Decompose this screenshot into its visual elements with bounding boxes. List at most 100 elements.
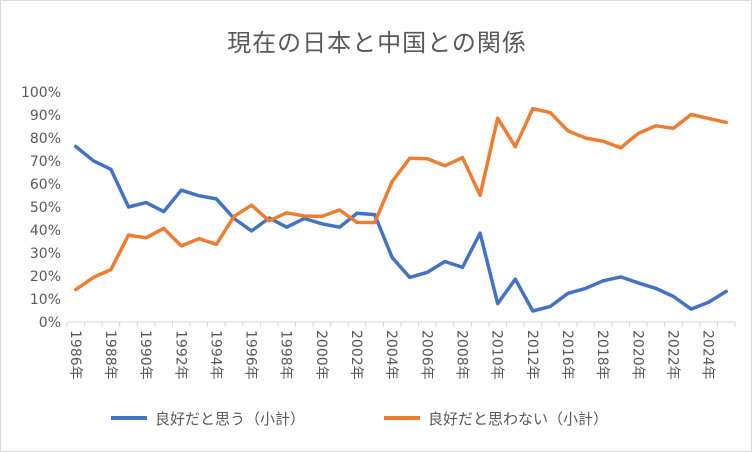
data-point xyxy=(74,145,78,148)
data-point xyxy=(214,242,218,246)
x-tick-label: 1990年 xyxy=(137,330,153,380)
series-line-good xyxy=(74,144,728,313)
chart-title: 現在の日本と中国との関係 xyxy=(227,29,527,57)
data-point xyxy=(566,291,570,295)
data-point xyxy=(302,214,306,218)
data-point xyxy=(548,304,552,308)
y-tick-label: 90% xyxy=(30,108,61,124)
data-point xyxy=(672,126,675,130)
x-tick-label: 2018年 xyxy=(594,330,610,380)
data-point xyxy=(461,156,464,160)
x-tick-label: 2004年 xyxy=(383,330,399,380)
y-tick-label: 70% xyxy=(30,154,61,170)
data-point xyxy=(531,107,535,111)
data-point xyxy=(443,260,447,263)
legend-swatch-not-good xyxy=(384,416,420,420)
x-tick-label: 2024年 xyxy=(700,330,716,380)
data-point xyxy=(689,307,693,311)
y-tick-label: 10% xyxy=(30,292,61,308)
data-point xyxy=(408,156,412,160)
x-tick-label: 2020年 xyxy=(629,330,645,380)
x-tick-label: 2016年 xyxy=(559,330,575,380)
data-point xyxy=(672,295,675,298)
data-point xyxy=(179,188,183,192)
data-point xyxy=(373,221,377,225)
data-point xyxy=(197,194,201,198)
data-point xyxy=(513,277,517,281)
data-point xyxy=(654,286,658,290)
legend-label-good: 良好だと思う（小計） xyxy=(155,409,306,428)
data-point xyxy=(548,111,552,115)
data-point xyxy=(566,129,570,133)
data-point xyxy=(478,193,482,197)
data-point xyxy=(425,157,429,161)
data-point xyxy=(601,279,605,283)
legend-swatch-good xyxy=(111,416,147,420)
data-point xyxy=(355,211,359,215)
data-point xyxy=(320,214,324,218)
data-point xyxy=(636,281,640,285)
series-line-not-good xyxy=(74,106,728,292)
series-layer xyxy=(74,106,728,313)
y-tick-label: 20% xyxy=(30,269,61,285)
data-point xyxy=(496,302,500,306)
y-tick-label: 0% xyxy=(39,315,61,331)
data-point xyxy=(285,211,289,215)
x-tick-label: 1994年 xyxy=(207,330,223,380)
x-tick-label: 2000年 xyxy=(313,330,329,380)
data-point xyxy=(285,225,289,229)
data-point xyxy=(232,214,236,218)
data-point xyxy=(91,275,95,279)
y-tick-label: 30% xyxy=(30,246,61,262)
data-point xyxy=(425,270,429,274)
y-tick-label: 60% xyxy=(30,177,61,193)
legend-item-not-good: 良好だと思わない（小計） xyxy=(384,408,608,428)
data-point xyxy=(478,231,482,235)
x-tick-label: 1988年 xyxy=(102,330,118,380)
data-point xyxy=(601,139,605,143)
y-tick-label: 100% xyxy=(21,85,61,101)
data-point xyxy=(513,145,517,149)
data-point xyxy=(338,225,341,229)
data-point xyxy=(707,116,711,120)
data-point xyxy=(373,213,377,217)
y-tick-label: 50% xyxy=(30,200,61,216)
data-point xyxy=(355,220,359,224)
data-point xyxy=(109,167,113,171)
data-point xyxy=(689,113,693,116)
data-point xyxy=(109,268,113,272)
data-point xyxy=(91,159,95,163)
data-point xyxy=(214,197,218,201)
data-point xyxy=(707,300,711,304)
data-point xyxy=(654,124,658,128)
x-tick-label: 1996年 xyxy=(243,330,259,380)
y-tick-label: 40% xyxy=(30,223,61,239)
data-point xyxy=(197,237,201,241)
data-point xyxy=(584,286,588,290)
x-tick-label: 2012年 xyxy=(524,330,540,380)
data-point xyxy=(127,233,130,237)
data-point xyxy=(144,201,148,205)
data-point xyxy=(408,275,412,279)
x-tick-label: 2022年 xyxy=(664,330,680,380)
x-tick-label: 1986年 xyxy=(67,330,83,380)
data-point xyxy=(320,222,324,226)
data-point xyxy=(250,229,254,233)
data-point xyxy=(724,289,728,293)
x-tick-label: 1998年 xyxy=(278,330,294,380)
x-tick-label: 2002年 xyxy=(348,330,364,380)
legend-label-not-good: 良好だと思わない（小計） xyxy=(428,409,609,428)
x-tick-label: 2006年 xyxy=(418,330,434,380)
data-point xyxy=(179,244,183,248)
axis-layer: 0% 10% 20% 30% 40% 50% 60% 70% 80% 90% 100% 1986年 19… xyxy=(21,85,736,380)
y-tick-label: 80% xyxy=(30,131,61,147)
x-tick-label: 2010年 xyxy=(489,330,505,380)
data-point xyxy=(74,288,78,292)
x-tick-label: 1992年 xyxy=(172,330,188,380)
data-point xyxy=(496,116,500,120)
data-point xyxy=(144,236,148,240)
x-tick-label: 2008年 xyxy=(454,330,470,380)
data-point xyxy=(250,203,254,207)
data-point xyxy=(127,205,130,209)
